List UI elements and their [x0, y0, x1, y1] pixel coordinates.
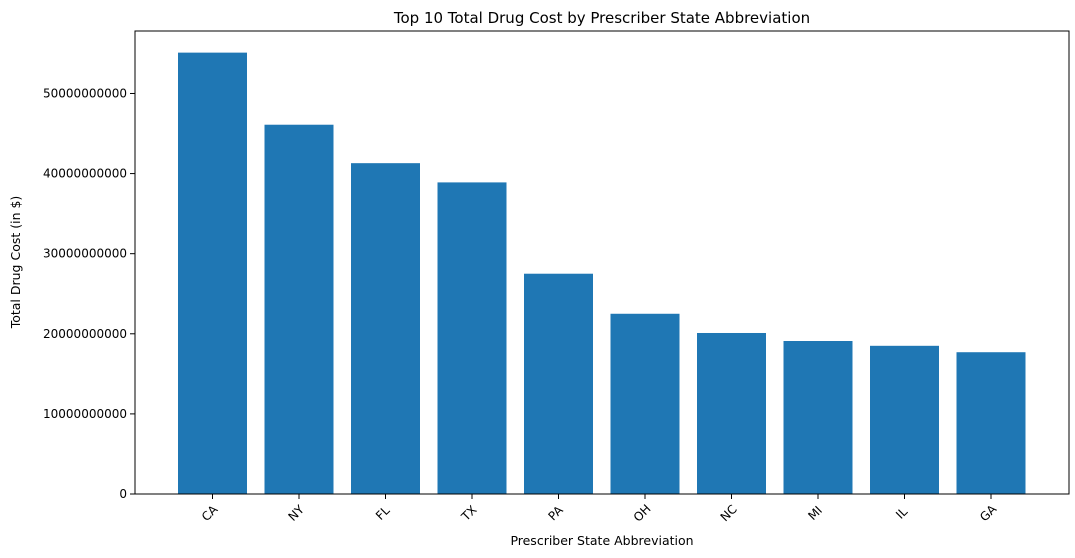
bar-pa	[524, 273, 593, 494]
y-tick-label: 10000000000	[43, 407, 127, 421]
plot-frame	[134, 30, 1070, 495]
chart-title: Top 10 Total Drug Cost by Prescriber Sta…	[393, 9, 810, 27]
x-tick-label-fl: FL	[373, 503, 393, 523]
x-tick-label-ca: CA	[199, 502, 221, 524]
y-tick-label: 30000000000	[43, 247, 127, 261]
x-tick-label-pa: PA	[546, 502, 567, 523]
y-tick-label: 40000000000	[43, 167, 127, 181]
x-tick-label-nc: NC	[718, 502, 740, 524]
x-axis-label: Prescriber State Abbreviation	[510, 533, 693, 548]
x-tick-label-il: IL	[893, 504, 910, 521]
x-tick-label-mi: MI	[805, 503, 825, 523]
bar-mi	[783, 341, 853, 494]
y-tick-label: 20000000000	[43, 327, 127, 341]
bar-fl	[351, 163, 420, 495]
y-tick-label: 50000000000	[43, 86, 127, 100]
bar-ca	[178, 52, 247, 495]
x-tick-label-ga: GA	[977, 501, 1000, 524]
bar-ny	[264, 124, 334, 495]
y-tick-label: 0	[119, 487, 127, 501]
bar-tx	[437, 182, 507, 495]
bar-oh	[610, 313, 680, 494]
x-tick-label-ny: NY	[285, 502, 307, 524]
plot-area: 0 10000000000 20000000000 30000000000 400000…	[43, 52, 1026, 525]
bar-ga	[956, 352, 1026, 494]
bar-il	[870, 345, 939, 494]
y-axis-label: Total Drug Cost (in $)	[8, 196, 23, 330]
x-tick-label-tx: TX	[458, 503, 480, 525]
bar-nc	[697, 332, 766, 494]
x-tick-label-oh: OH	[631, 502, 654, 525]
